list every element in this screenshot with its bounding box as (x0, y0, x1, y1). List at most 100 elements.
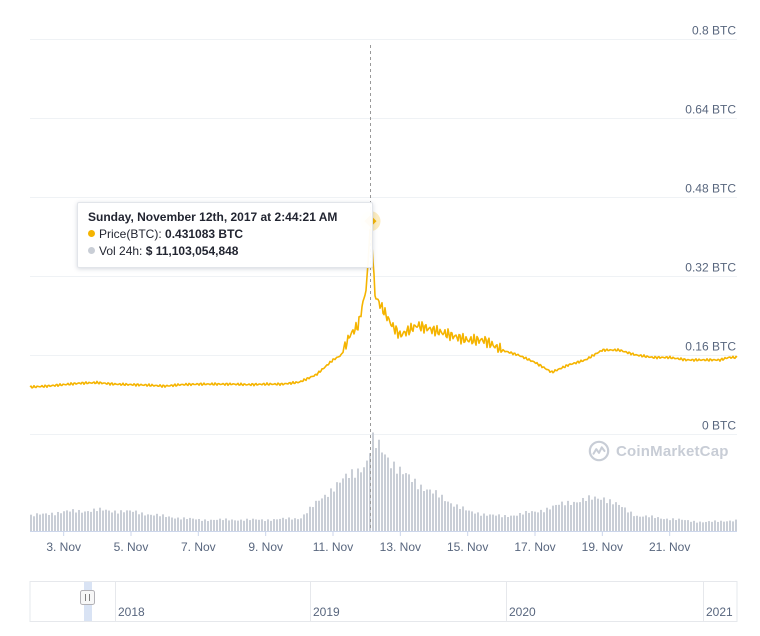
volume-bar (318, 500, 320, 531)
volume-bar (591, 499, 593, 531)
volume-bar (588, 495, 590, 531)
volume-bar (189, 517, 191, 531)
volume-bar (717, 521, 719, 531)
volume-bar (636, 515, 638, 531)
volume-bar (264, 521, 266, 531)
volume-bar (699, 521, 701, 531)
volume-bar (243, 520, 245, 531)
volume-bar (207, 521, 209, 531)
volume-bar (144, 515, 146, 531)
volume-bar (351, 469, 353, 531)
volume-bar (435, 490, 437, 531)
volume-bar (120, 510, 122, 531)
x-tick-label: 5. Nov (114, 540, 149, 554)
tooltip-volume-row: Vol 24h: $ 11,103,054,848 (88, 243, 362, 260)
volume-bar (234, 520, 236, 531)
volume-bar (339, 482, 341, 531)
navigator-year-label: 2020 (509, 605, 536, 619)
volume-bar (96, 511, 98, 531)
volume-bar (402, 474, 404, 531)
volume-bar (90, 511, 92, 531)
volume-bars (30, 432, 737, 531)
volume-bar (414, 478, 416, 531)
volume-bar (549, 509, 551, 531)
volume-bar (468, 510, 470, 531)
volume-bar (450, 503, 452, 531)
volume-bar (225, 518, 227, 531)
volume-bar (507, 517, 509, 531)
volume-bar (642, 516, 644, 531)
volume-bar (513, 515, 515, 531)
volume-bar (258, 519, 260, 531)
volume-bar (135, 510, 137, 531)
volume-bar (486, 515, 488, 531)
volume-bar (177, 517, 179, 531)
tooltip-price-row: Price(BTC): 0.431083 BTC (88, 226, 362, 243)
volume-bar (456, 504, 458, 531)
x-tick-label: 3. Nov (46, 540, 81, 554)
volume-bar (528, 512, 530, 531)
chart-tooltip: Sunday, November 12th, 2017 at 2:44:21 A… (77, 202, 373, 268)
volume-bar (150, 514, 152, 531)
volume-bar (270, 520, 272, 531)
volume-bar (186, 519, 188, 531)
volume-bar (702, 522, 704, 531)
volume-bar (51, 512, 53, 531)
volume-bar (678, 518, 680, 531)
volume-bar (360, 472, 362, 531)
x-tick-label: 13. Nov (380, 540, 421, 554)
volume-dot-icon (88, 247, 95, 254)
volume-bar (183, 517, 185, 531)
range-navigator[interactable]: 2018 2019 2020 2021 (29, 581, 738, 622)
volume-bar (87, 511, 89, 531)
volume-bar (498, 514, 500, 531)
volume-bar (726, 521, 728, 531)
volume-bar (147, 514, 149, 531)
volume-bar (621, 507, 623, 531)
volume-bar (132, 511, 134, 531)
volume-bar (633, 516, 635, 531)
volume-bar (684, 520, 686, 531)
volume-bar (600, 499, 602, 531)
volume-bar (585, 500, 587, 531)
volume-bar (444, 501, 446, 531)
volume-bar (495, 515, 497, 531)
volume-bar (291, 519, 293, 531)
volume-bar (393, 461, 395, 531)
x-axis-labels: 3. Nov 5. Nov 7. Nov 9. Nov 11. Nov 13. Nov 15… (46, 531, 690, 554)
volume-bar (489, 514, 491, 531)
volume-bar (198, 518, 200, 531)
volume-bar (711, 521, 713, 531)
tooltip-price-value: 0.431083 BTC (165, 227, 244, 241)
volume-bar (390, 468, 392, 531)
volume-bar (213, 519, 215, 531)
volume-bar (429, 489, 431, 531)
volume-bar (228, 520, 230, 531)
volume-bar (618, 504, 620, 531)
y-tick-label: 0.48 BTC (685, 182, 736, 196)
volume-bar (693, 520, 695, 531)
volume-bar (333, 491, 335, 531)
volume-bar (654, 518, 656, 531)
volume-bar (345, 473, 347, 531)
volume-bar (543, 512, 545, 531)
volume-bar (168, 516, 170, 531)
volume-bar (111, 512, 113, 531)
volume-bar (609, 499, 611, 531)
volume-bar (267, 519, 269, 531)
x-tick-label: 11. Nov (313, 540, 353, 554)
volume-bar (732, 521, 734, 531)
volume-bar (579, 502, 581, 531)
volume-bar (57, 511, 59, 531)
volume-bar (108, 510, 110, 531)
volume-bar (192, 518, 194, 531)
volume-bar (576, 502, 578, 531)
volume-bar (708, 521, 710, 531)
volume-bar (30, 514, 32, 531)
volume-bar (294, 518, 296, 531)
navigator-handle[interactable] (80, 590, 95, 605)
volume-bar (612, 504, 614, 531)
volume-bar (282, 517, 284, 531)
volume-bar (672, 518, 674, 531)
